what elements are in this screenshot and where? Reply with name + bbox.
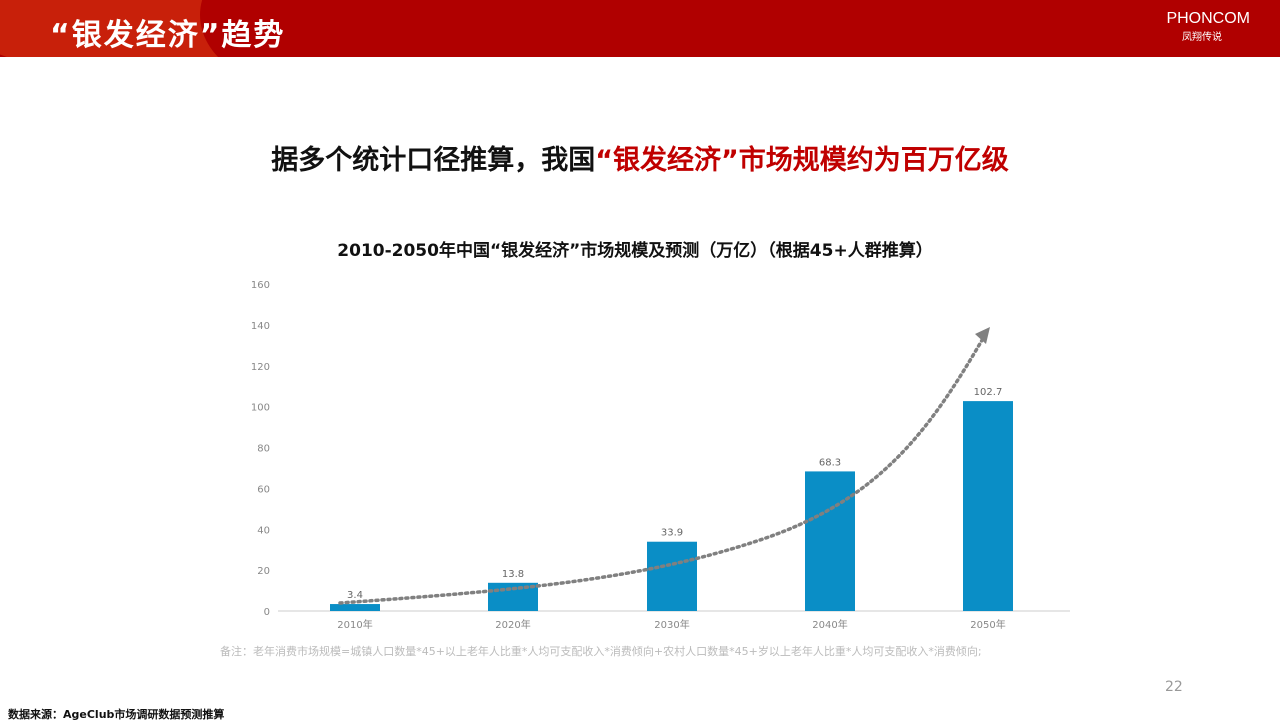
- data-label: 102.7: [974, 387, 1003, 398]
- y-tick-label: 40: [257, 525, 270, 536]
- headline-prefix: 据多个统计口径推算，我国: [271, 145, 596, 176]
- headline: 据多个统计口径推算，我国“银发经济”市场规模约为百万亿级: [0, 138, 1280, 177]
- bar: [330, 604, 380, 611]
- y-tick-label: 20: [257, 566, 270, 577]
- decor-swoosh: [200, 0, 410, 57]
- bar: [647, 541, 697, 611]
- chart-title: 2010-2050年中国“银发经济”市场规模及预测（万亿）（根据45+人群推算）: [337, 241, 933, 261]
- x-tick-label: 2010年: [337, 618, 372, 631]
- chart-note: 备注：老年消费市场规模=城镇人口数量*45+以上老年人比重*人均可支配收入*消费…: [220, 645, 982, 658]
- x-tick-label: 2020年: [495, 618, 530, 631]
- header-bar: “银发经济”趋势 PHONCOM 凤翔传说: [0, 0, 1280, 57]
- logo-sub: 凤翔传说: [1182, 32, 1222, 43]
- bar: [963, 401, 1013, 611]
- y-tick-label: 80: [257, 444, 270, 455]
- y-tick-label: 140: [251, 321, 270, 332]
- bar: [805, 471, 855, 611]
- headline-highlight: “银发经济”市场规模约为百万亿级: [595, 145, 1009, 176]
- y-tick-label: 60: [257, 484, 270, 495]
- slide-title: “银发经济”趋势: [50, 18, 286, 53]
- logo: PHONCOM 凤翔传说: [1166, 10, 1250, 43]
- data-label: 68.3: [819, 457, 841, 468]
- data-label: 13.8: [502, 569, 524, 580]
- data-source: 数据来源：AgeClub市场调研数据预测推算: [8, 708, 225, 721]
- y-tick-label: 160: [251, 280, 270, 291]
- x-tick-label: 2030年: [654, 618, 689, 631]
- y-tick-label: 100: [251, 403, 270, 414]
- x-tick-label: 2040年: [812, 618, 847, 631]
- data-label: 3.4: [347, 590, 363, 601]
- x-tick-label: 2050年: [970, 618, 1005, 631]
- trend-arrowhead: [975, 327, 990, 344]
- data-label: 33.9: [661, 528, 683, 539]
- page-number: 22: [1165, 679, 1183, 695]
- trend-line: [338, 333, 987, 605]
- y-tick-label: 120: [251, 362, 270, 373]
- logo-name: PHONCOM: [1166, 10, 1250, 27]
- y-tick-label: 0: [264, 607, 270, 618]
